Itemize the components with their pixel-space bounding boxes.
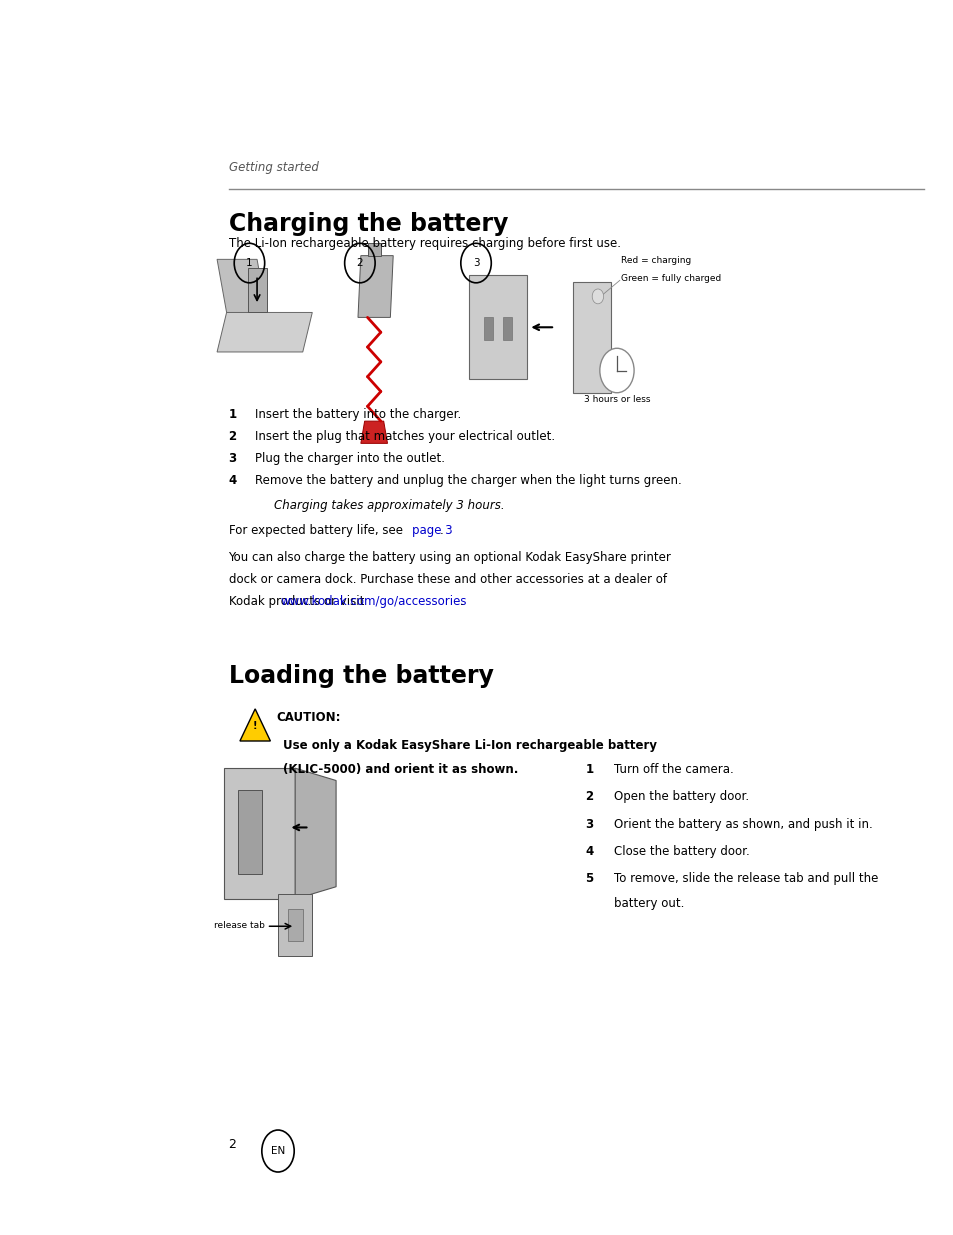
Text: Green = fully charged: Green = fully charged <box>620 274 720 283</box>
Polygon shape <box>217 259 266 312</box>
Text: Kodak products or visit: Kodak products or visit <box>229 595 367 609</box>
Polygon shape <box>217 312 312 352</box>
Text: .: . <box>439 524 443 537</box>
Text: Open the battery door.: Open the battery door. <box>614 790 748 804</box>
Text: 2: 2 <box>356 258 363 268</box>
Text: release tab: release tab <box>213 921 264 930</box>
Polygon shape <box>238 790 261 874</box>
Text: Charging takes approximately 3 hours.: Charging takes approximately 3 hours. <box>274 499 504 513</box>
Polygon shape <box>224 768 294 899</box>
Text: 4: 4 <box>229 474 236 488</box>
Text: 3: 3 <box>585 818 593 831</box>
Polygon shape <box>239 709 270 741</box>
Text: 1: 1 <box>229 408 236 421</box>
Polygon shape <box>277 894 312 956</box>
Text: 1: 1 <box>246 258 253 268</box>
Polygon shape <box>357 256 393 317</box>
Text: !: ! <box>253 721 257 731</box>
Polygon shape <box>573 282 611 393</box>
Text: 2: 2 <box>229 1137 236 1151</box>
Text: (KLIC-5000) and orient it as shown.: (KLIC-5000) and orient it as shown. <box>282 763 517 777</box>
FancyBboxPatch shape <box>469 275 526 379</box>
Text: 3 hours or less: 3 hours or less <box>583 395 650 404</box>
Polygon shape <box>247 268 266 312</box>
Text: Insert the battery into the charger.: Insert the battery into the charger. <box>254 408 461 421</box>
Text: 2: 2 <box>585 790 593 804</box>
Text: dock or camera dock. Purchase these and other accessories at a dealer of: dock or camera dock. Purchase these and … <box>229 573 666 587</box>
Text: .: . <box>459 595 463 609</box>
Text: Turn off the camera.: Turn off the camera. <box>614 763 733 777</box>
Text: For expected battery life, see: For expected battery life, see <box>229 524 406 537</box>
Text: 3: 3 <box>229 452 236 466</box>
Text: 2: 2 <box>229 430 236 443</box>
Polygon shape <box>360 421 387 443</box>
Polygon shape <box>502 317 512 340</box>
Text: Plug the charger into the outlet.: Plug the charger into the outlet. <box>254 452 445 466</box>
Text: 5: 5 <box>585 872 593 885</box>
Polygon shape <box>294 768 335 899</box>
Text: Loading the battery: Loading the battery <box>229 664 493 688</box>
Polygon shape <box>287 909 302 941</box>
Text: Charging the battery: Charging the battery <box>229 212 507 236</box>
Text: To remove, slide the release tab and pull the: To remove, slide the release tab and pul… <box>614 872 878 885</box>
Polygon shape <box>367 243 380 256</box>
Text: CAUTION:: CAUTION: <box>275 711 340 725</box>
Circle shape <box>592 289 603 304</box>
Text: EN: EN <box>271 1146 285 1156</box>
Text: 1: 1 <box>585 763 593 777</box>
Text: www.kodak.com/go/accessories: www.kodak.com/go/accessories <box>280 595 467 609</box>
Text: You can also charge the battery using an optional Kodak EasyShare printer: You can also charge the battery using an… <box>229 551 671 564</box>
Text: 3: 3 <box>473 258 478 268</box>
Circle shape <box>599 348 634 393</box>
Text: Close the battery door.: Close the battery door. <box>614 845 749 858</box>
Text: Orient the battery as shown, and push it in.: Orient the battery as shown, and push it… <box>614 818 872 831</box>
Text: 4: 4 <box>585 845 593 858</box>
Text: Remove the battery and unplug the charger when the light turns green.: Remove the battery and unplug the charge… <box>254 474 681 488</box>
Text: battery out.: battery out. <box>614 897 683 910</box>
Text: Getting started: Getting started <box>229 161 318 174</box>
Text: page 3: page 3 <box>412 524 453 537</box>
Text: Red = charging: Red = charging <box>620 256 690 264</box>
Text: Insert the plug that matches your electrical outlet.: Insert the plug that matches your electr… <box>254 430 555 443</box>
Polygon shape <box>483 317 493 340</box>
Text: Use only a Kodak EasyShare Li-Ion rechargeable battery: Use only a Kodak EasyShare Li-Ion rechar… <box>282 739 656 752</box>
Text: The Li-Ion rechargeable battery requires charging before first use.: The Li-Ion rechargeable battery requires… <box>229 237 619 251</box>
